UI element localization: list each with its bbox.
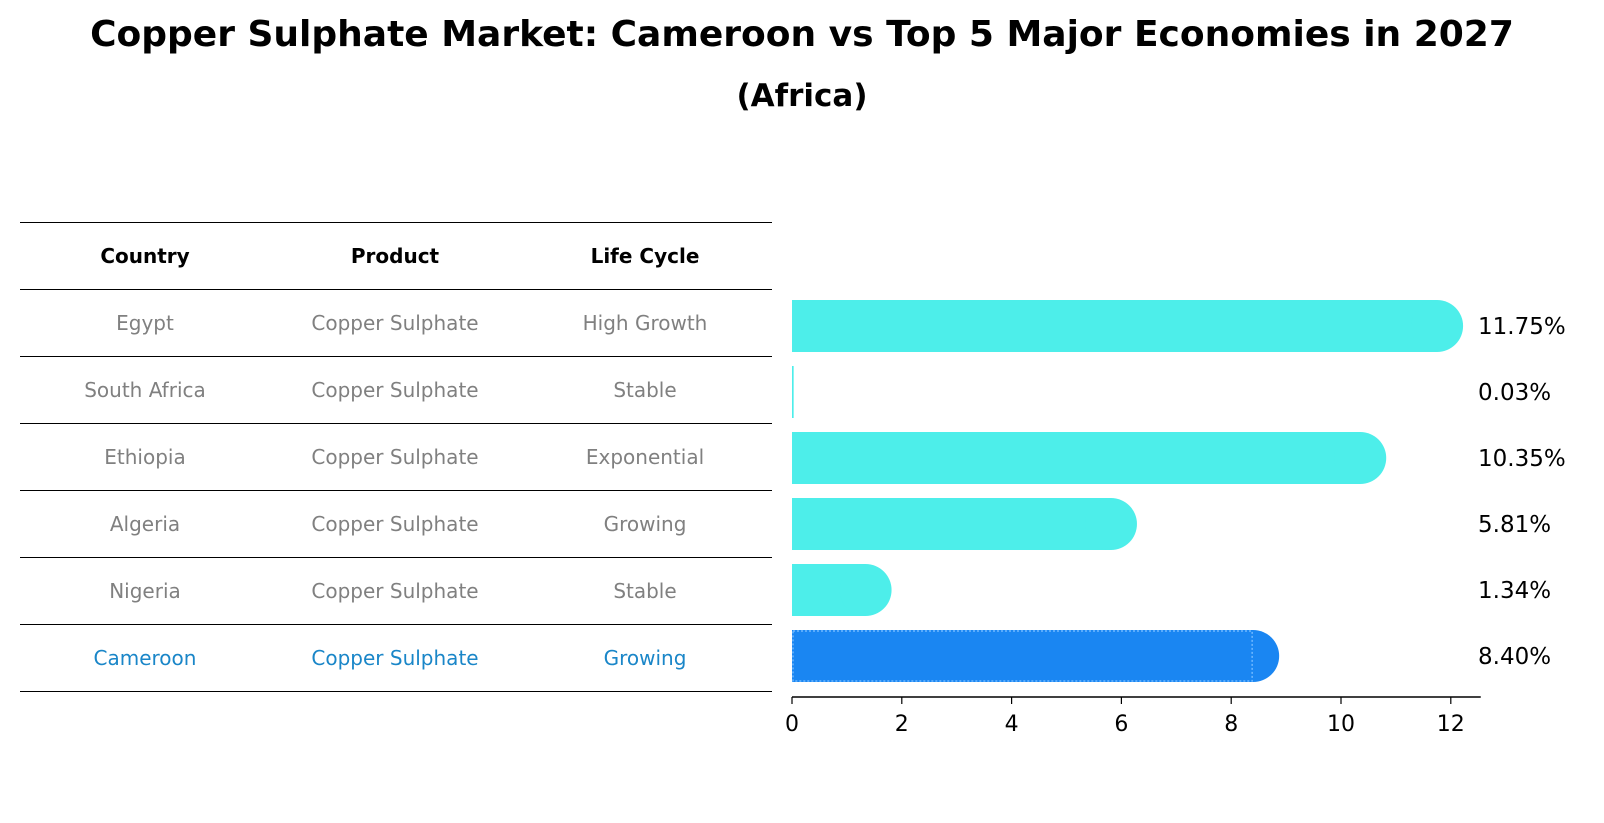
country-cell: South Africa <box>84 378 206 402</box>
table-row: Ethiopia Copper Sulphate Exponential <box>20 423 772 490</box>
value-label: 10.35% <box>1478 446 1566 472</box>
table-row: Egypt Copper Sulphate High Growth <box>20 289 772 356</box>
bar-ethiopia <box>792 432 1387 484</box>
life-cycle-cell: Growing <box>603 512 687 536</box>
bar-cameroon <box>792 630 1280 682</box>
life-cycle-cell: Growing <box>603 646 687 670</box>
value-label: 0.03% <box>1478 380 1551 406</box>
table-row: Algeria Copper Sulphate Growing <box>20 490 772 557</box>
country-cell: Algeria <box>109 512 181 536</box>
country-cell: Ethiopia <box>104 445 186 469</box>
bars-group <box>792 300 1464 682</box>
life-cycle-cell: Exponential <box>585 445 705 469</box>
bar-egypt <box>792 300 1464 352</box>
chart-title: Copper Sulphate Market: Cameroon vs Top … <box>90 14 1514 55</box>
x-tick-label: 0 <box>785 712 799 737</box>
x-tick-label: 8 <box>1224 712 1238 737</box>
value-label: 5.81% <box>1478 512 1551 538</box>
header-country: Country <box>100 244 190 268</box>
value-labels-group: 11.75% 0.03% 10.35% 5.81% 1.34% 8.40% <box>1478 314 1566 670</box>
x-tick-label: 12 <box>1437 712 1465 737</box>
life-cycle-cell: High Growth <box>582 311 708 335</box>
value-label: 11.75% <box>1478 314 1566 340</box>
value-label: 8.40% <box>1478 644 1551 670</box>
product-cell: Copper Sulphate <box>311 311 479 335</box>
header-life-cycle: Life Cycle <box>590 244 700 268</box>
life-cycle-cell: Stable <box>613 579 677 603</box>
table-header-row: Country Product Life Cycle <box>20 222 772 289</box>
table-row: South Africa Copper Sulphate Stable <box>20 356 772 423</box>
country-cell: Cameroon <box>93 646 197 670</box>
x-tick-label: 4 <box>1005 712 1019 737</box>
country-cell: Nigeria <box>109 579 181 603</box>
bar-algeria <box>792 498 1137 550</box>
bar-south-africa <box>792 366 794 418</box>
chart-subtitle: (Africa) <box>736 78 868 114</box>
table-row: Nigeria Copper Sulphate Stable <box>20 557 772 624</box>
life-cycle-cell: Stable <box>613 378 677 402</box>
product-cell: Copper Sulphate <box>311 378 479 402</box>
product-cell: Copper Sulphate <box>311 512 479 536</box>
x-axis: 0 2 4 6 8 10 12 <box>785 696 1481 737</box>
bar-nigeria <box>792 564 892 616</box>
market-table: Country Product Life Cycle Egypt Copper … <box>20 222 772 692</box>
value-label: 1.34% <box>1478 578 1551 604</box>
x-tick-label: 6 <box>1114 712 1128 737</box>
country-cell: Egypt <box>116 311 174 335</box>
product-cell: Copper Sulphate <box>311 579 479 603</box>
header-product: Product <box>350 244 440 268</box>
x-tick-label: 10 <box>1327 712 1355 737</box>
x-tick-label: 2 <box>895 712 909 737</box>
table-row-highlighted: Cameroon Copper Sulphate Growing <box>20 624 772 692</box>
product-cell: Copper Sulphate <box>311 445 479 469</box>
product-cell: Copper Sulphate <box>311 646 479 670</box>
